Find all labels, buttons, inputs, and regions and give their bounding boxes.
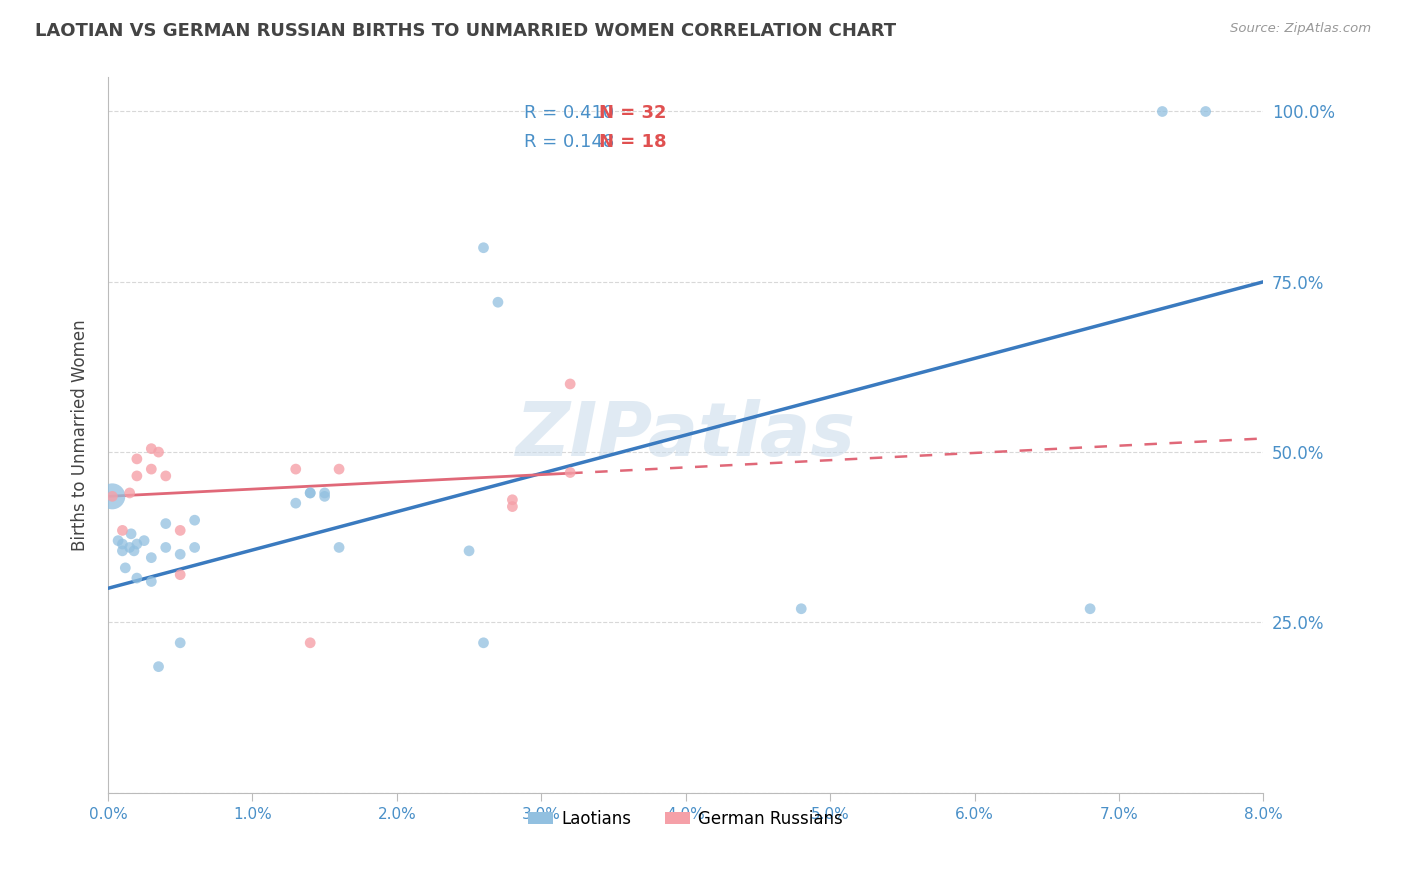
Point xyxy=(560,466,582,480)
Point xyxy=(141,442,163,456)
Point xyxy=(169,636,191,650)
Point xyxy=(125,451,148,466)
Point xyxy=(101,489,124,503)
Point xyxy=(183,541,205,555)
Point xyxy=(125,537,148,551)
Point xyxy=(472,636,495,650)
Point xyxy=(111,544,134,558)
Point xyxy=(501,492,523,507)
Point xyxy=(118,541,141,555)
Point xyxy=(299,486,322,500)
Point xyxy=(169,524,191,538)
Point xyxy=(183,513,205,527)
Point xyxy=(299,486,322,500)
Text: LAOTIAN VS GERMAN RUSSIAN BIRTHS TO UNMARRIED WOMEN CORRELATION CHART: LAOTIAN VS GERMAN RUSSIAN BIRTHS TO UNMA… xyxy=(35,22,896,40)
Point xyxy=(1195,104,1218,119)
Point xyxy=(120,526,142,541)
Point xyxy=(122,544,145,558)
Point xyxy=(141,462,163,476)
Point xyxy=(155,541,177,555)
Point xyxy=(118,486,141,500)
Point xyxy=(107,533,129,548)
Point xyxy=(328,462,350,476)
Point xyxy=(125,469,148,483)
Point xyxy=(155,516,177,531)
Point xyxy=(169,547,191,561)
Point xyxy=(155,469,177,483)
Point xyxy=(148,445,170,459)
Point xyxy=(141,574,163,589)
Point xyxy=(284,462,307,476)
Point xyxy=(111,524,134,538)
Point xyxy=(486,295,509,310)
Text: N = 32: N = 32 xyxy=(599,104,666,122)
Point xyxy=(790,601,813,615)
Point xyxy=(125,571,148,585)
Point xyxy=(148,659,170,673)
Point xyxy=(141,550,163,565)
Point xyxy=(1078,601,1101,615)
Point xyxy=(560,376,582,391)
Text: N = 18: N = 18 xyxy=(599,133,666,151)
Point xyxy=(328,541,350,555)
Point xyxy=(472,241,495,255)
Point xyxy=(299,636,322,650)
Y-axis label: Births to Unmarried Women: Births to Unmarried Women xyxy=(72,319,89,551)
Point xyxy=(169,567,191,582)
Point xyxy=(132,533,155,548)
Point xyxy=(1152,104,1174,119)
Point xyxy=(458,544,481,558)
Point xyxy=(284,496,307,510)
Text: ZIPatlas: ZIPatlas xyxy=(516,399,856,472)
Point xyxy=(101,489,124,503)
Legend: Laotians, German Russians: Laotians, German Russians xyxy=(522,803,849,834)
Point xyxy=(501,500,523,514)
Point xyxy=(314,486,336,500)
Point xyxy=(111,537,134,551)
Point xyxy=(114,561,136,575)
Text: R = 0.148: R = 0.148 xyxy=(524,133,614,151)
Point xyxy=(314,489,336,503)
Text: Source: ZipAtlas.com: Source: ZipAtlas.com xyxy=(1230,22,1371,36)
Text: R = 0.410: R = 0.410 xyxy=(524,104,614,122)
